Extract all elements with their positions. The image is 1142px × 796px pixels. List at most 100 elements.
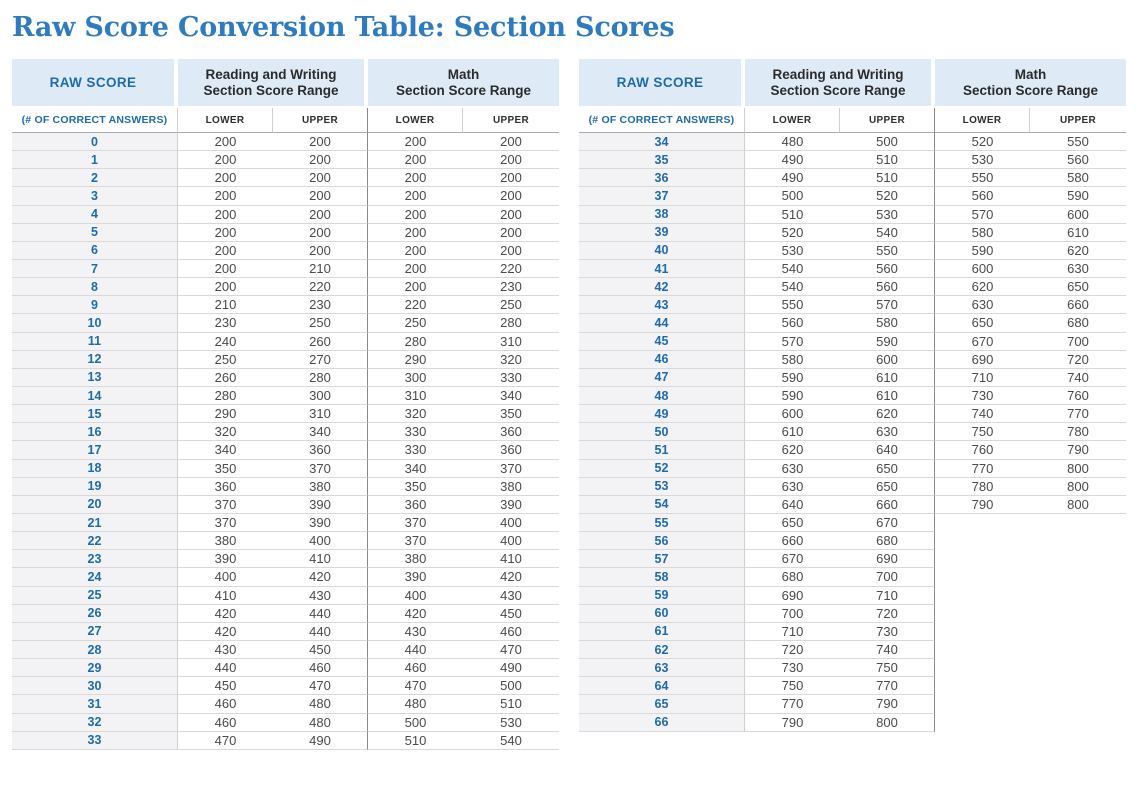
score-cell: 700 bbox=[745, 604, 840, 623]
score-cell: 280 bbox=[463, 314, 559, 333]
raw-score-cell: 34 bbox=[579, 133, 745, 152]
score-cell bbox=[935, 550, 1031, 569]
score-cell: 620 bbox=[745, 441, 840, 460]
score-cell: 600 bbox=[745, 405, 840, 424]
score-cell: 350 bbox=[463, 405, 559, 424]
score-cell: 640 bbox=[745, 495, 840, 514]
score-cell: 520 bbox=[745, 223, 840, 242]
score-cell: 510 bbox=[368, 731, 464, 750]
table-row: 47 590 610 710 740 bbox=[579, 368, 1126, 387]
raw-score-cell: 52 bbox=[579, 459, 745, 478]
table-row: 50 610 630 750 780 bbox=[579, 423, 1126, 442]
score-cell: 400 bbox=[463, 532, 559, 551]
raw-score-cell: 63 bbox=[579, 659, 745, 678]
raw-score-cell: 53 bbox=[579, 477, 745, 496]
score-cell: 320 bbox=[368, 405, 464, 424]
math-group-header: Math Section Score Range bbox=[368, 59, 559, 108]
table-row: 3 200 200 200 200 bbox=[12, 187, 559, 206]
score-cell: 510 bbox=[463, 695, 559, 714]
table-row: 25 410 430 400 430 bbox=[12, 586, 559, 605]
score-cell: 200 bbox=[273, 151, 369, 170]
score-cell: 200 bbox=[368, 133, 464, 152]
raw-score-cell: 22 bbox=[12, 532, 178, 551]
score-cell bbox=[935, 513, 1031, 533]
score-cell: 420 bbox=[368, 604, 464, 623]
score-cell: 400 bbox=[178, 568, 273, 587]
score-cell: 580 bbox=[1030, 169, 1126, 188]
score-cell: 780 bbox=[1030, 423, 1126, 442]
score-cell: 650 bbox=[745, 513, 840, 533]
score-cell: 200 bbox=[463, 241, 559, 260]
score-cell: 750 bbox=[840, 659, 936, 678]
table-row: 41 540 560 600 630 bbox=[579, 259, 1126, 279]
score-cell: 470 bbox=[463, 640, 559, 660]
score-cell: 710 bbox=[935, 368, 1031, 387]
score-cell: 500 bbox=[463, 677, 559, 696]
raw-score-cell: 29 bbox=[12, 659, 178, 678]
raw-score-cell: 60 bbox=[579, 604, 745, 623]
score-cell: 370 bbox=[368, 513, 464, 533]
score-cell: 310 bbox=[463, 332, 559, 351]
raw-score-cell: 59 bbox=[579, 586, 745, 605]
score-cell: 410 bbox=[463, 550, 559, 569]
group-header-line2: Section Score Range bbox=[395, 82, 532, 98]
score-cell: 460 bbox=[463, 622, 559, 641]
table-row: 46 580 600 690 720 bbox=[579, 350, 1126, 369]
table-row: 48 590 610 730 760 bbox=[579, 386, 1126, 406]
score-cell bbox=[935, 604, 1031, 623]
table-row: 9 210 230 220 250 bbox=[12, 296, 559, 315]
score-cell: 790 bbox=[745, 713, 840, 732]
raw-score-cell: 42 bbox=[579, 278, 745, 297]
score-cell: 520 bbox=[935, 133, 1031, 152]
table-row: 27 420 440 430 460 bbox=[12, 622, 559, 641]
raw-score-cell: 61 bbox=[579, 622, 745, 641]
raw-score-cell: 20 bbox=[12, 495, 178, 514]
score-cell: 590 bbox=[935, 241, 1031, 260]
score-cell: 500 bbox=[840, 133, 936, 152]
score-cell: 450 bbox=[178, 677, 273, 696]
score-cell: 330 bbox=[368, 423, 464, 442]
rw-upper-header: UPPER bbox=[273, 108, 369, 133]
raw-score-cell: 51 bbox=[579, 441, 745, 460]
raw-score-cell: 32 bbox=[12, 713, 178, 732]
score-cell: 370 bbox=[368, 532, 464, 551]
score-cell: 220 bbox=[273, 278, 369, 297]
score-cell bbox=[1030, 640, 1126, 660]
table-row: 54 640 660 790 800 bbox=[579, 495, 1126, 514]
score-cell: 480 bbox=[745, 133, 840, 152]
score-cell: 230 bbox=[463, 278, 559, 297]
score-cell: 340 bbox=[178, 441, 273, 460]
score-cell: 560 bbox=[840, 278, 936, 297]
table-row: 4 200 200 200 200 bbox=[12, 205, 559, 224]
score-cell: 200 bbox=[463, 169, 559, 188]
score-cell: 670 bbox=[935, 332, 1031, 351]
math-lower-header: LOWER bbox=[368, 108, 464, 133]
score-cell bbox=[935, 659, 1031, 678]
score-cell: 470 bbox=[178, 731, 273, 750]
raw-score-cell: 14 bbox=[12, 386, 178, 406]
raw-score-cell: 26 bbox=[12, 604, 178, 623]
score-cell: 800 bbox=[1030, 495, 1126, 514]
score-cell: 610 bbox=[840, 386, 936, 406]
score-cell: 230 bbox=[273, 296, 369, 315]
table-row: 57 670 690 bbox=[579, 550, 1126, 569]
score-cell: 430 bbox=[273, 586, 369, 605]
score-cell: 260 bbox=[178, 368, 273, 387]
score-cell: 440 bbox=[273, 604, 369, 623]
score-cell: 240 bbox=[178, 332, 273, 351]
score-cell: 680 bbox=[840, 532, 936, 551]
score-cell: 730 bbox=[935, 386, 1031, 406]
score-cell: 770 bbox=[1030, 405, 1126, 424]
score-cell: 200 bbox=[368, 169, 464, 188]
raw-score-cell: 15 bbox=[12, 405, 178, 424]
table-row: 24 400 420 390 420 bbox=[12, 568, 559, 587]
group-header-line1: Math bbox=[447, 66, 480, 82]
raw-score-cell: 11 bbox=[12, 332, 178, 351]
raw-score-cell: 65 bbox=[579, 695, 745, 714]
score-cell: 200 bbox=[463, 133, 559, 152]
score-cell: 200 bbox=[178, 205, 273, 224]
score-cell: 600 bbox=[935, 259, 1031, 279]
score-cell: 680 bbox=[745, 568, 840, 587]
score-cell: 440 bbox=[368, 640, 464, 660]
table-row: 28 430 450 440 470 bbox=[12, 640, 559, 660]
